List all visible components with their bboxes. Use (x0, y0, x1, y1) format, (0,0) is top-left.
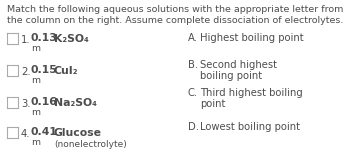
Text: Na₂SO₄: Na₂SO₄ (54, 98, 97, 108)
Text: Match the following aqueous solutions with the appropriate letter from: Match the following aqueous solutions wi… (7, 5, 343, 14)
Text: 0.13: 0.13 (31, 33, 58, 43)
Text: point: point (200, 99, 225, 109)
Text: m: m (31, 138, 40, 147)
Text: Second highest: Second highest (200, 60, 277, 70)
Text: Highest boiling point: Highest boiling point (200, 33, 304, 43)
Text: (nonelectrolyte): (nonelectrolyte) (54, 140, 127, 149)
Text: m: m (31, 76, 40, 85)
Text: K₂SO₄: K₂SO₄ (54, 34, 89, 44)
Text: boiling point: boiling point (200, 71, 262, 81)
Text: 0.16: 0.16 (31, 97, 58, 107)
Text: A.: A. (188, 33, 198, 43)
Text: B.: B. (188, 60, 198, 70)
Text: 2.: 2. (21, 67, 31, 77)
Text: the column on the right. Assume complete dissociation of electrolytes.: the column on the right. Assume complete… (7, 16, 343, 25)
Text: 0.41: 0.41 (31, 127, 58, 137)
Text: Lowest boiling point: Lowest boiling point (200, 122, 300, 132)
Text: D.: D. (188, 122, 199, 132)
Text: m: m (31, 108, 40, 117)
Text: 4.: 4. (21, 129, 30, 139)
Text: 0.15: 0.15 (31, 65, 58, 75)
Text: C.: C. (188, 88, 198, 98)
Text: Third highest boiling: Third highest boiling (200, 88, 303, 98)
Text: m: m (31, 44, 40, 53)
Text: CuI₂: CuI₂ (54, 66, 78, 76)
Text: Glucose: Glucose (54, 128, 102, 138)
Text: 3.: 3. (21, 99, 30, 109)
Text: 1.: 1. (21, 35, 31, 45)
